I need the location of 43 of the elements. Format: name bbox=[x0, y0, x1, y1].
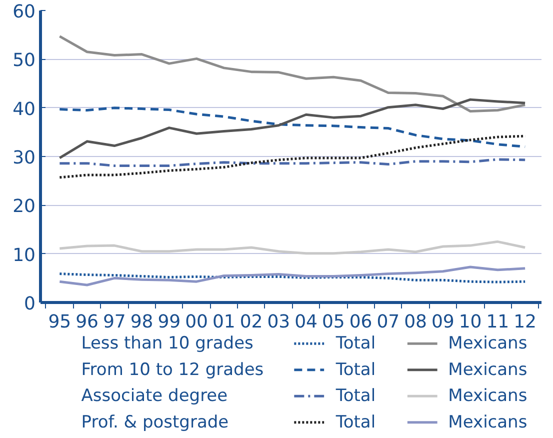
x-tick-label: 04 bbox=[294, 312, 318, 332]
y-tick-label: 60 bbox=[12, 2, 36, 22]
x-tick-label: 03 bbox=[267, 312, 290, 332]
x-tick-label: 08 bbox=[404, 312, 428, 332]
legend-label: Mexicans bbox=[448, 334, 528, 354]
text: Prof. & postgrade bbox=[81, 412, 229, 432]
legend-label: Total bbox=[334, 360, 376, 380]
y-tick-label: 50 bbox=[12, 50, 36, 72]
line-series bbox=[58, 272, 526, 284]
legend-label: Mexicans bbox=[448, 386, 528, 406]
x-tick-label: 00 bbox=[185, 312, 208, 332]
y-tick-label: 40 bbox=[12, 98, 36, 120]
x-tick-label: 97 bbox=[102, 312, 126, 332]
x-tick-label: 99 bbox=[158, 312, 181, 332]
y-tick-label: 10 bbox=[12, 244, 36, 266]
x-tick-label: 02 bbox=[240, 312, 263, 332]
text: Associate degree bbox=[81, 386, 228, 406]
x-tick-label: 98 bbox=[130, 312, 154, 332]
y-tick-label: 0 bbox=[24, 294, 36, 314]
y-tick-label: 20 bbox=[12, 196, 36, 218]
legend-label: Mexicans bbox=[448, 412, 528, 432]
text: From 10 to 12 grades bbox=[81, 360, 264, 380]
legend-label: Mexicans bbox=[448, 360, 528, 380]
x-tick-label: 96 bbox=[76, 312, 98, 332]
x-tick-label: 05 bbox=[322, 312, 345, 332]
legend-label: Total bbox=[334, 334, 376, 354]
legend-label: Total bbox=[334, 412, 376, 432]
x-tick-label: 09 bbox=[431, 312, 454, 332]
y-tick-label: 30 bbox=[12, 148, 36, 168]
line-series bbox=[58, 240, 526, 255]
x-tick-label: 12 bbox=[514, 312, 537, 332]
text: Less than 10 grades bbox=[81, 334, 254, 354]
x-tick-label: 07 bbox=[376, 312, 400, 332]
x-tick-label: 11 bbox=[486, 312, 510, 332]
x-tick-label: 06 bbox=[349, 312, 372, 332]
line-series bbox=[58, 35, 526, 112]
legend-label: Total bbox=[334, 386, 376, 406]
line-series bbox=[58, 98, 526, 160]
line-series bbox=[58, 266, 526, 286]
line-series bbox=[58, 158, 526, 167]
x-tick-label: 10 bbox=[458, 312, 482, 332]
x-tick-label: 01 bbox=[212, 312, 236, 332]
x-tick-label: 95 bbox=[48, 312, 72, 332]
